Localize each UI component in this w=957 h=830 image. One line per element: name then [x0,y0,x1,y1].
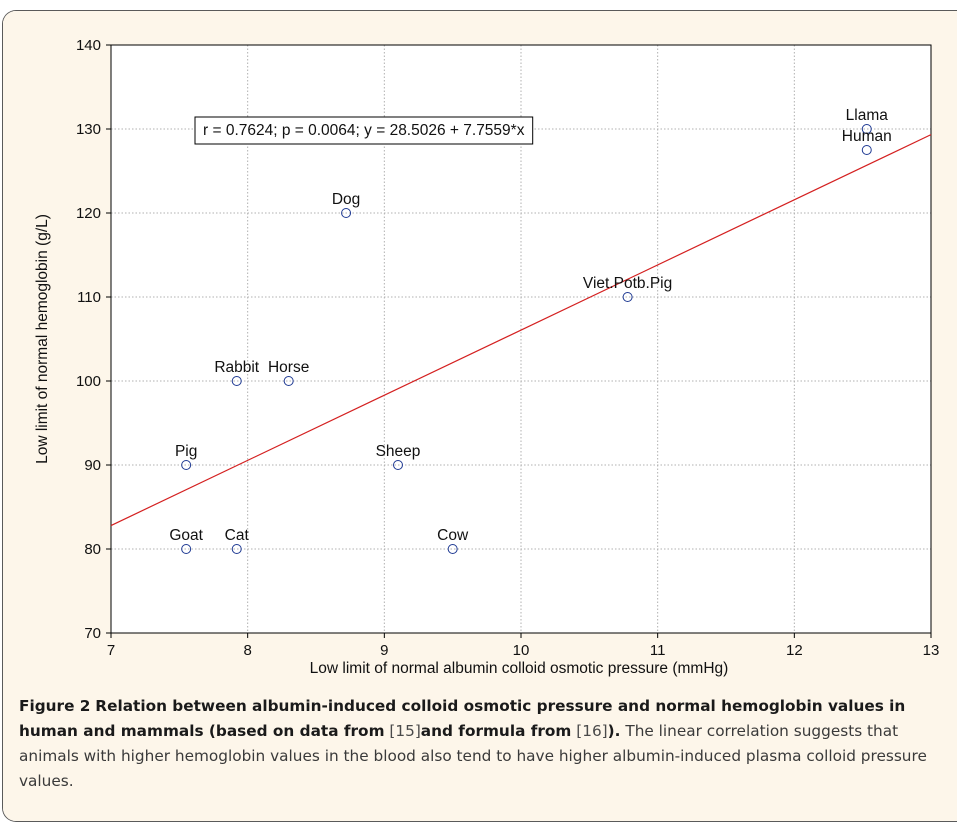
y-tick-label: 120 [76,205,101,222]
data-point-label: Cat [225,527,250,544]
data-point-label: Horse [268,359,309,376]
data-point-label: Human [842,128,892,145]
figure-caption: Figure 2 Relation between albumin-induce… [19,694,949,794]
data-point-label: Cow [437,527,469,544]
figure-frame: 7 8 9 10 11 12 13 70 80 90 100 110 120 130 140 Low limi… [2,10,957,822]
data-point [861,124,872,134]
x-tick-label: 12 [786,642,803,659]
y-axis-label: Low limit of normal hemoglobin (g/L) [34,214,51,464]
y-tick-label: 110 [77,289,101,306]
caption-title-part2: and formula from [420,722,572,740]
data-point [341,208,352,218]
x-tick-label: 13 [923,642,940,659]
caption-title-end: ). [607,722,621,740]
reference-16[interactable]: [16] [576,722,608,740]
x-tick-label: 9 [380,642,388,659]
caption-title-part1: Relation between albumin-induced colloid… [19,697,906,740]
y-tick-label: 70 [84,625,101,642]
y-tick-label: 130 [76,121,101,138]
data-point [861,145,872,155]
data-point-label: Goat [169,527,203,544]
data-point [447,544,458,554]
figure-label: Figure 2 [19,697,91,715]
y-tick-label: 140 [76,37,101,54]
scatter-chart: 7 8 9 10 11 12 13 70 80 90 100 110 120 130 140 Low limi… [3,11,957,691]
regression-line [110,134,932,527]
data-point [181,460,192,470]
data-point-label: Sheep [376,443,421,460]
data-point [283,376,294,386]
data-point-label: Llama [846,107,889,124]
data-point [622,292,633,302]
x-tick-label: 10 [513,642,530,659]
y-tick-label: 80 [84,541,101,558]
x-axis-label: Low limit of normal albumin colloid osmo… [310,660,729,677]
x-tick-label: 7 [107,642,115,659]
reference-15[interactable]: [15] [389,722,421,740]
data-point [231,544,242,554]
data-point [393,460,403,470]
regression-annotation: r = 0.7624; p = 0.0064; y = 28.5026 + 7.… [203,122,525,139]
x-tick-label: 11 [650,642,666,659]
y-tick-label: 100 [76,373,101,390]
data-point-label: Pig [175,443,197,460]
y-tick-label: 90 [84,457,101,474]
caption-body: The linear correlation suggests that ani… [19,722,927,790]
data-point-label: Dog [332,191,360,208]
data-point [231,376,242,386]
data-point-label: Viet.Potb.Pig [583,275,672,292]
x-tick-label: 8 [243,642,251,659]
annotation-box [194,116,534,145]
data-point [181,544,192,554]
data-point-label: Rabbit [214,359,259,376]
